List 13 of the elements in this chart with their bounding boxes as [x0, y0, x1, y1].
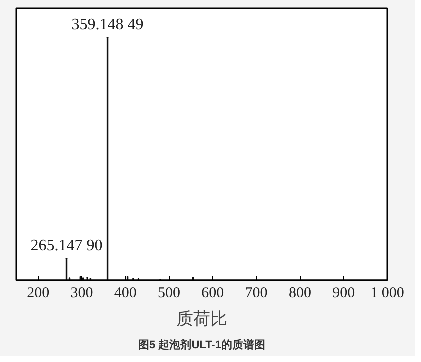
x-tick-label: 200	[27, 286, 50, 302]
x-tick-label: 500	[158, 286, 181, 302]
annotation: 359.148 49	[72, 16, 144, 34]
text: 图5 起泡剂ULT-1的质谱图	[138, 338, 266, 352]
x-axis-title: 质荷比	[176, 310, 228, 330]
x-tick-label: 1 000	[370, 286, 404, 302]
x-tick-label: 400	[114, 286, 137, 302]
x-tick-label: 600	[202, 286, 224, 302]
x-tick-label: 900	[332, 286, 356, 302]
x-tick-label: 800	[288, 286, 312, 302]
x-tick-label: 700	[245, 286, 268, 302]
annotation: 265.147 90	[30, 238, 103, 255]
x-tick-label: 300	[70, 286, 94, 302]
